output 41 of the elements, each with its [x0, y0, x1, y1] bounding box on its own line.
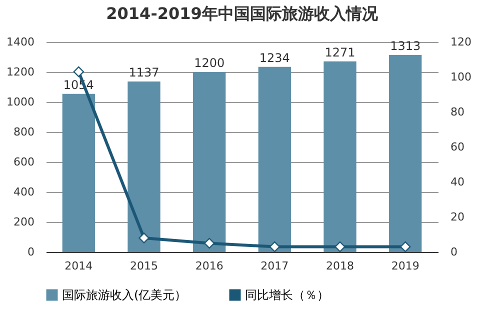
x-tick-label: 2017	[260, 260, 289, 272]
point	[73, 66, 84, 78]
y2-tick-label: 80	[450, 106, 464, 118]
y-tick-label: 1200	[6, 66, 34, 78]
point	[334, 241, 346, 252]
y-tick-label: 200	[14, 216, 34, 228]
y-tick-label: 1400	[6, 36, 34, 48]
y2-tick-label: 0	[450, 246, 458, 258]
x-tick-label: 2015	[130, 260, 158, 272]
bar	[193, 72, 226, 252]
data-label: 1137	[128, 65, 160, 80]
point	[138, 232, 150, 244]
legend-label: 国际旅游收入(亿美元）	[62, 288, 187, 302]
data-label: 1271	[324, 45, 356, 60]
point	[204, 238, 215, 249]
bar	[62, 94, 95, 252]
bar	[389, 55, 422, 252]
point	[400, 241, 411, 252]
y2-tick-label: 120	[450, 36, 472, 48]
x-tick-label: 2019	[391, 260, 420, 272]
y-tick-label: 800	[14, 126, 34, 138]
y-tick-label: 600	[14, 156, 34, 168]
chart-title: 2014-2019年中国国际旅游收入情况	[106, 4, 379, 23]
x-tick-label: 2018	[326, 260, 354, 272]
x-tick-label: 2016	[195, 260, 224, 272]
bar	[324, 61, 356, 252]
bar	[128, 81, 160, 252]
data-label: 1200	[194, 56, 225, 70]
data-label: 1313	[390, 39, 421, 54]
x-tick-label: 2014	[64, 260, 93, 272]
point	[269, 241, 280, 252]
y-tick-label: 0	[28, 246, 34, 258]
legend-label: 同比增长（％）	[245, 288, 329, 302]
y2-tick-label: 100	[450, 70, 472, 84]
y-tick-label: 400	[14, 186, 34, 198]
y2-tick-label: 60	[450, 140, 464, 154]
y2-tick-label: 20	[450, 210, 464, 224]
y2-tick-label: 40	[450, 176, 464, 188]
bar	[258, 66, 291, 252]
y-tick-label: 1000	[6, 96, 34, 108]
data-label: 1234	[259, 50, 290, 65]
